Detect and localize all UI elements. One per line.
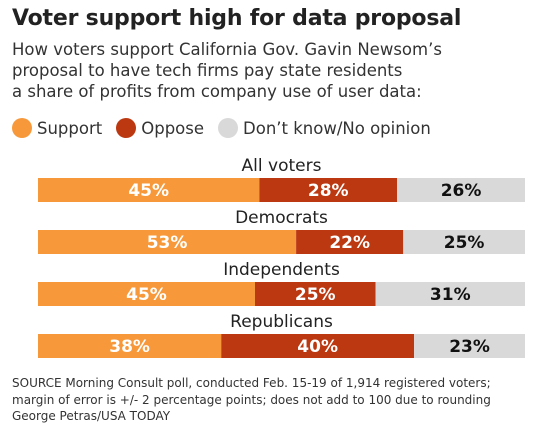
value-label-independents-no-opinion: 31% <box>430 285 471 305</box>
value-label-democrats-support: 53% <box>147 233 188 253</box>
legend-swatch-oppose <box>116 118 137 138</box>
category-label-republicans: Republicans <box>230 312 333 332</box>
value-label-democrats-no-opinion: 25% <box>444 233 485 253</box>
value-label-all-voters-no-opinion: 26% <box>441 181 482 201</box>
bar-republicans-no-opinion <box>414 334 525 358</box>
category-label-all-voters: All voters <box>242 156 322 176</box>
bar-independents-oppose <box>254 282 376 306</box>
value-label-republicans-oppose: 40% <box>297 337 338 357</box>
chart-title: Voter support high for data proposal <box>12 6 462 31</box>
chart-subtitle: How voters support California Gov. Gavin… <box>12 39 542 102</box>
subtitle-line: a share of profits from company use of u… <box>12 82 422 101</box>
stacked-bar-chart: All voters 45% 28% 26% Democrats 53% 22% 25% Ind… <box>38 156 525 358</box>
chart-footer: SOURCE Morning Consult poll, conducted F… <box>12 375 542 425</box>
legend-swatch-support <box>12 118 32 138</box>
legend-item-support: Support <box>12 118 102 138</box>
value-label-independents-oppose: 25% <box>295 285 336 305</box>
value-label-republicans-support: 38% <box>109 337 150 357</box>
bar-democrats-support <box>38 230 297 254</box>
legend-label-oppose: Oppose <box>141 118 205 138</box>
chart-legend: Support Oppose Don’t know/No opinion <box>12 117 445 139</box>
bar-independents-support <box>38 282 255 306</box>
value-label-all-voters-oppose: 28% <box>308 181 349 201</box>
bar-democrats-oppose <box>296 230 404 254</box>
source-note: SOURCE Morning Consult poll, conducted F… <box>12 376 491 390</box>
subtitle-line: How voters support California Gov. Gavin… <box>12 40 442 59</box>
subtitle-line: proposal to have tech firms pay state re… <box>12 61 403 80</box>
credit-line: George Petras/USA TODAY <box>12 409 171 423</box>
value-label-republicans-no-opinion: 23% <box>449 337 490 357</box>
category-label-democrats: Democrats <box>235 208 328 228</box>
bar-independents-no-opinion <box>375 282 525 306</box>
value-label-democrats-oppose: 22% <box>329 233 370 253</box>
category-label-independents: Independents <box>223 260 340 280</box>
legend-item-no-opinion: Don’t know/No opinion <box>218 118 431 138</box>
bar-republicans-oppose <box>221 334 415 358</box>
margin-note: margin of error is +/- 2 percentage poin… <box>12 392 491 407</box>
bar-republicans-support <box>38 334 222 358</box>
legend-item-oppose: Oppose <box>116 118 204 138</box>
bar-all-voters-oppose <box>259 178 398 202</box>
legend-swatch-no-opinion <box>218 118 239 138</box>
legend-label-support: Support <box>37 118 103 138</box>
value-label-all-voters-support: 45% <box>128 181 169 201</box>
value-label-independents-support: 45% <box>126 285 167 305</box>
bar-all-voters-no-opinion <box>397 178 525 202</box>
legend-label-no-opinion: Don’t know/No opinion <box>243 118 431 138</box>
bar-all-voters-support <box>38 178 260 202</box>
bar-democrats-no-opinion <box>403 230 525 254</box>
